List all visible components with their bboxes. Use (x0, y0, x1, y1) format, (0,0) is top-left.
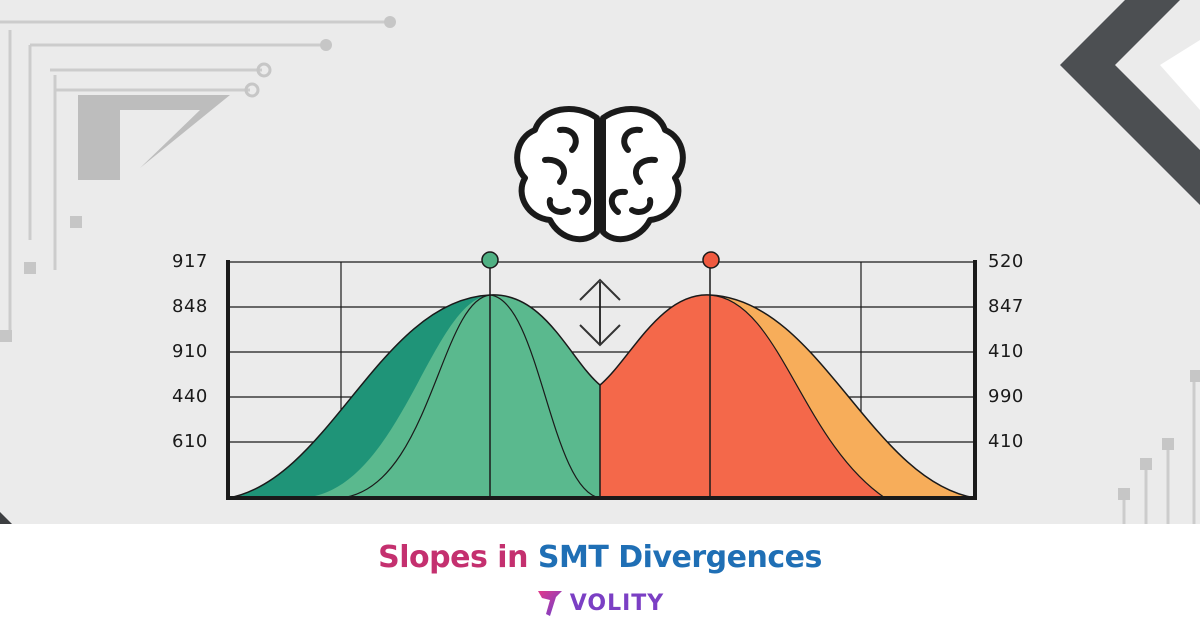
brain-icon (514, 105, 686, 243)
right-axis-label: 520 (988, 251, 1024, 272)
brand-name: VOLITY (569, 590, 665, 616)
peak-markers (481, 251, 720, 498)
right-axis-label: 410 (988, 341, 1024, 362)
teal-distribution (227, 294, 601, 499)
title-part-pink: Slopes in (378, 540, 528, 575)
left-axis-label: 440 (172, 386, 208, 407)
title-part-blue: SMT Divergences (537, 540, 822, 575)
footer: Slopes in SMT Divergences VOLITY (0, 524, 1200, 628)
left-axis-label: 848 (172, 296, 208, 317)
chevron-decoration-right (1060, 0, 1200, 205)
corner-decoration (0, 512, 12, 524)
volity-logo-icon (537, 591, 562, 616)
orange-distribution (599, 294, 976, 499)
illustration-svg (0, 0, 1200, 524)
chart-axes (226, 260, 977, 500)
orange-peak-dot (702, 251, 720, 269)
left-axis-label: 910 (172, 341, 208, 362)
left-axis-label: 610 (172, 431, 208, 452)
circuit-decoration-right (1118, 370, 1200, 500)
teal-peak-dot (481, 251, 499, 269)
circuit-decoration-left (0, 20, 390, 330)
left-axis-label: 917 (172, 251, 208, 272)
circuit-dots-left (0, 16, 396, 342)
brand: VOLITY (0, 588, 1200, 622)
up-down-arrow-icon (579, 278, 621, 347)
hero-illustration: 917 848 910 440 610 520 847 410 990 410 (0, 0, 1200, 524)
right-axis-label: 990 (988, 386, 1024, 407)
right-axis-label: 847 (988, 296, 1024, 317)
right-axis-label: 410 (988, 431, 1024, 452)
triangle-decoration (78, 95, 230, 180)
page-title: Slopes in SMT Divergences (0, 540, 1200, 575)
